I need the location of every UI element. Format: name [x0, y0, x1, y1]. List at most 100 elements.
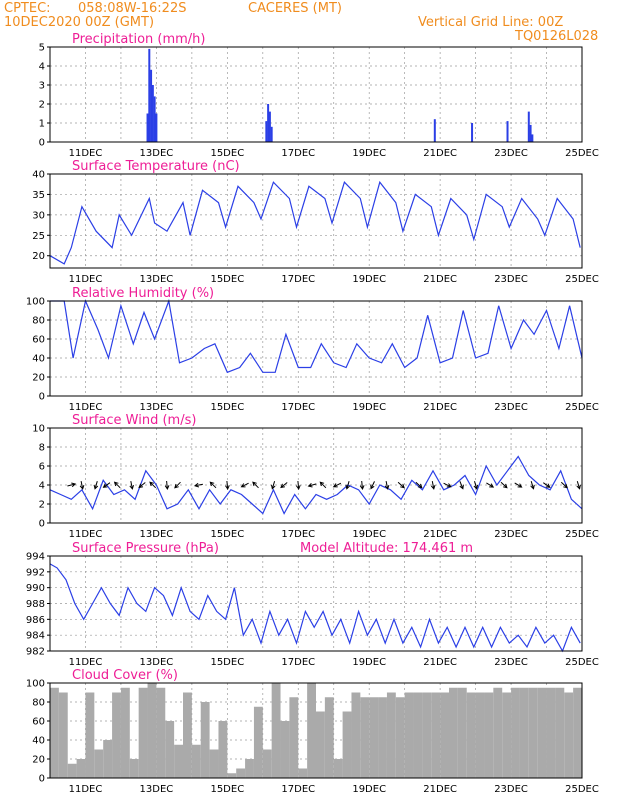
temp-frame: [49, 173, 583, 269]
precip-bar: [506, 121, 509, 142]
cloud-bar: [112, 692, 121, 778]
wind-arrow: [397, 481, 405, 489]
wind-arrow: [514, 482, 523, 488]
temp-xtick-label: 13DEC: [140, 274, 174, 285]
rh-xtick-label: 17DEC: [281, 402, 315, 413]
wind-arrow: [271, 481, 276, 490]
precip-bar: [529, 124, 532, 142]
wind-arrow: [113, 481, 121, 489]
precip-bar: [155, 113, 158, 142]
wind-xtick-label: 15DEC: [210, 529, 244, 540]
cloud-xtick-label: 25DEC: [565, 784, 599, 795]
temp-xtick-label: 21DEC: [423, 274, 457, 285]
wind-arrow: [359, 480, 365, 491]
cloud-bar: [573, 687, 582, 778]
precip-xtick-label: 13DEC: [140, 148, 174, 159]
cloud-bar: [324, 697, 334, 778]
wind-xtick-label: 21DEC: [423, 529, 457, 540]
cloud-ytick-label: 0: [39, 774, 45, 785]
cloud-bar: [564, 692, 574, 778]
wind-arrow: [430, 481, 436, 490]
cloud-ytick-label: 60: [32, 717, 45, 728]
press-xtick-label: 25DEC: [565, 657, 599, 668]
wind-arrow: [93, 481, 99, 490]
precip-bar: [527, 111, 530, 142]
cloud-bar: [298, 768, 308, 778]
wind-arrow: [280, 482, 288, 489]
press-ytick-label: 984: [26, 631, 45, 642]
temp-xtick-label: 17DEC: [281, 274, 315, 285]
wind-arrow: [530, 481, 535, 490]
press-title: Surface Pressure (hPa): [72, 541, 219, 556]
temp-ytick-label: 30: [32, 210, 45, 221]
cloud-bar: [147, 683, 157, 778]
wind-arrow: [345, 481, 350, 490]
cloud-bar: [165, 721, 175, 778]
cloud-bar: [351, 692, 361, 778]
precip-xtick-label: 25DEC: [565, 148, 599, 159]
cloud-bar: [103, 740, 113, 778]
wind-arrow: [459, 481, 464, 490]
cloud-panel: 0 20 40 60 80 100 11DEC 13DEC 15DEC 17DEC 19DEC 21D…: [26, 668, 599, 795]
precip-bar: [265, 121, 268, 142]
cloud-bar: [511, 687, 520, 778]
cloud-bar: [76, 759, 86, 778]
cloud-bar: [413, 692, 423, 778]
model-code: TQ0126L028: [515, 29, 599, 44]
cloud-bar: [174, 744, 183, 778]
wind-arrow: [252, 481, 259, 489]
cloud-bar: [342, 711, 352, 778]
rh-ytick-label: 60: [32, 335, 45, 346]
press-xtick-label: 13DEC: [140, 657, 174, 668]
press-ytick-label: 994: [26, 552, 45, 563]
wind-arrow: [102, 482, 111, 488]
cloud-bar: [493, 687, 503, 778]
wind-ytick-label: 2: [39, 500, 45, 511]
rh-ytick-label: 40: [32, 354, 45, 365]
wind-arrow: [543, 482, 551, 488]
wind-ytick-label: 0: [39, 519, 45, 530]
cloud-bar: [138, 687, 148, 778]
wind-panel: 0 2 4 6 8 10 11DEC 13DEC 15DEC 17DEC 19DEC 21DEC 23D…: [32, 413, 599, 540]
precip-bar: [150, 69, 153, 142]
wind-arrow: [225, 480, 230, 491]
cloud-bar: [519, 687, 529, 778]
cloud-bar: [369, 697, 379, 778]
cloud-bar: [307, 683, 316, 778]
cloud-ytick-label: 20: [32, 755, 45, 766]
rh-ytick-label: 20: [32, 373, 45, 384]
press-ytick-label: 982: [26, 647, 45, 658]
press-xtick-label: 11DEC: [69, 657, 103, 668]
rh-xtick-label: 23DEC: [494, 402, 528, 413]
cloud-bar: [528, 687, 538, 778]
wind-arrow: [240, 482, 249, 488]
wind-xtick-label: 11DEC: [69, 529, 103, 540]
cloud-bar: [422, 692, 432, 778]
precip-bar: [531, 134, 534, 142]
precip-ytick-label: 1: [39, 119, 45, 130]
cloud-xtick-label: 15DEC: [210, 784, 244, 795]
rh-ytick-label: 0: [39, 392, 45, 403]
cloud-bar: [67, 763, 77, 778]
rh-xtick-label: 11DEC: [69, 402, 103, 413]
wind-xtick-label: 25DEC: [565, 529, 599, 540]
rh-ytick-label: 100: [26, 297, 45, 308]
precip-bar: [153, 96, 156, 142]
precip-bar: [433, 119, 436, 142]
rh-xtick-label: 25DEC: [565, 402, 599, 413]
cloud-bar: [484, 692, 494, 778]
wind-arrow: [500, 481, 508, 489]
precip-xtick-label: 23DEC: [494, 148, 528, 159]
cloud-bar: [333, 759, 343, 778]
wind-arrow: [129, 480, 134, 490]
rh-xtick-label: 13DEC: [140, 402, 174, 413]
cloud-bar: [440, 692, 449, 778]
cloud-bar: [218, 721, 228, 778]
precip-bar: [268, 111, 271, 142]
precip-xtick-label: 19DEC: [352, 148, 386, 159]
wind-arrow: [560, 481, 568, 489]
chart-header: CPTEC: 058:08W-16:22S CACERES (MT) 10DEC…: [0, 0, 618, 46]
rh-title: Relative Humidity (%): [72, 286, 214, 301]
wind-arrow: [67, 482, 77, 488]
temp-ytick-label: 35: [32, 190, 45, 201]
